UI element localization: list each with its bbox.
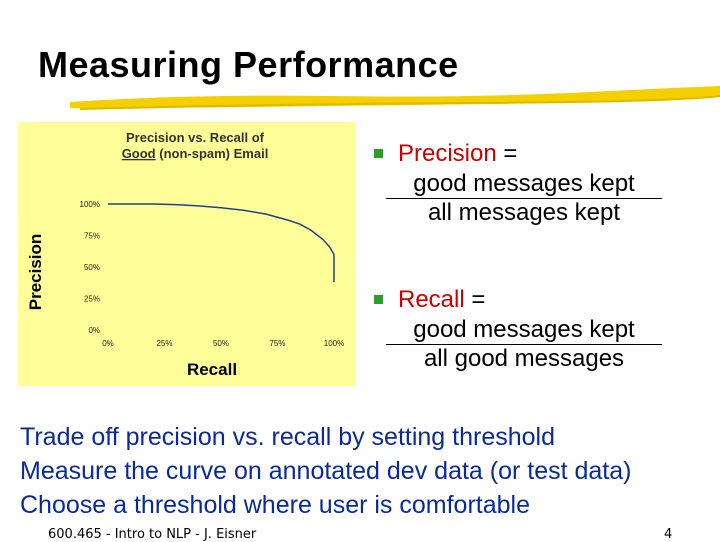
y-tick-label: 25%: [84, 295, 100, 304]
chart-title-line1: Precision vs. Recall of: [126, 130, 265, 145]
formula-term: Precision =: [398, 140, 518, 167]
x-tick-label: 75%: [269, 339, 285, 348]
x-axis-label: Recall: [187, 360, 237, 379]
formula-numerator: good messages kept: [413, 316, 635, 343]
brush-stroke: [70, 86, 720, 108]
y-tick-label: 100%: [80, 200, 100, 209]
y-tick-label: 50%: [84, 263, 100, 272]
chart-title-underlined: Good: [122, 146, 156, 161]
precision-recall-curve: [108, 203, 335, 283]
body-line: Trade off precision vs. recall by settin…: [20, 423, 555, 451]
y-axis-label: Precision: [26, 234, 45, 311]
precision-formula: Precision = good messages kept all messa…: [374, 140, 674, 227]
chart-title-rest: (non-spam) Email: [156, 146, 269, 161]
x-tick-label: 0%: [102, 339, 114, 348]
y-tick-labels: 0% 25% 50% 75% 100%: [80, 200, 100, 335]
footer-course: 600.465 - Intro to NLP - J. Eisner: [48, 527, 257, 542]
body-text: Trade off precision vs. recall by settin…: [20, 420, 632, 522]
page-number: 4: [664, 527, 673, 542]
brush-stroke-thin: [79, 95, 720, 110]
x-tick-label: 100%: [324, 339, 344, 348]
chart-canvas: Precision vs. Recall of Good (non-spam) …: [26, 130, 344, 379]
y-tick-label: 0%: [88, 326, 100, 335]
x-tick-label: 50%: [213, 339, 229, 348]
title-underline-brush: [70, 86, 720, 110]
formula-denominator: all good messages: [423, 345, 625, 372]
fraction-bar: [386, 344, 662, 345]
slide-title: Measuring Performance: [38, 44, 459, 85]
body-line: Choose a threshold where user is comfort…: [20, 491, 530, 519]
x-tick-label: 25%: [156, 339, 172, 348]
bullet-icon: [374, 295, 383, 304]
precision-recall-chart: Precision vs. Recall of Good (non-spam) …: [18, 122, 356, 386]
formula-denominator: all messages kept: [427, 199, 621, 226]
fraction-bar: [386, 198, 662, 199]
y-tick-label: 75%: [84, 232, 100, 241]
x-tick-labels: 0% 25% 50% 75% 100%: [102, 339, 344, 348]
formula-numerator: good messages kept: [413, 170, 635, 197]
recall-formula: Recall = good messages kept all good mes…: [374, 286, 674, 373]
chart-title-line2: Good (non-spam) Email: [122, 146, 269, 161]
formula-term: Recall =: [398, 286, 486, 313]
bullet-icon: [374, 149, 383, 158]
body-line: Measure the curve on annotated dev data …: [20, 457, 632, 485]
